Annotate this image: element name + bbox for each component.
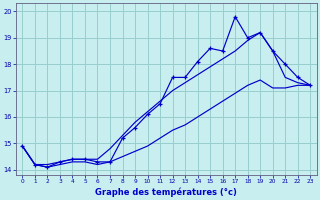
X-axis label: Graphe des températures (°c): Graphe des températures (°c) (95, 187, 237, 197)
